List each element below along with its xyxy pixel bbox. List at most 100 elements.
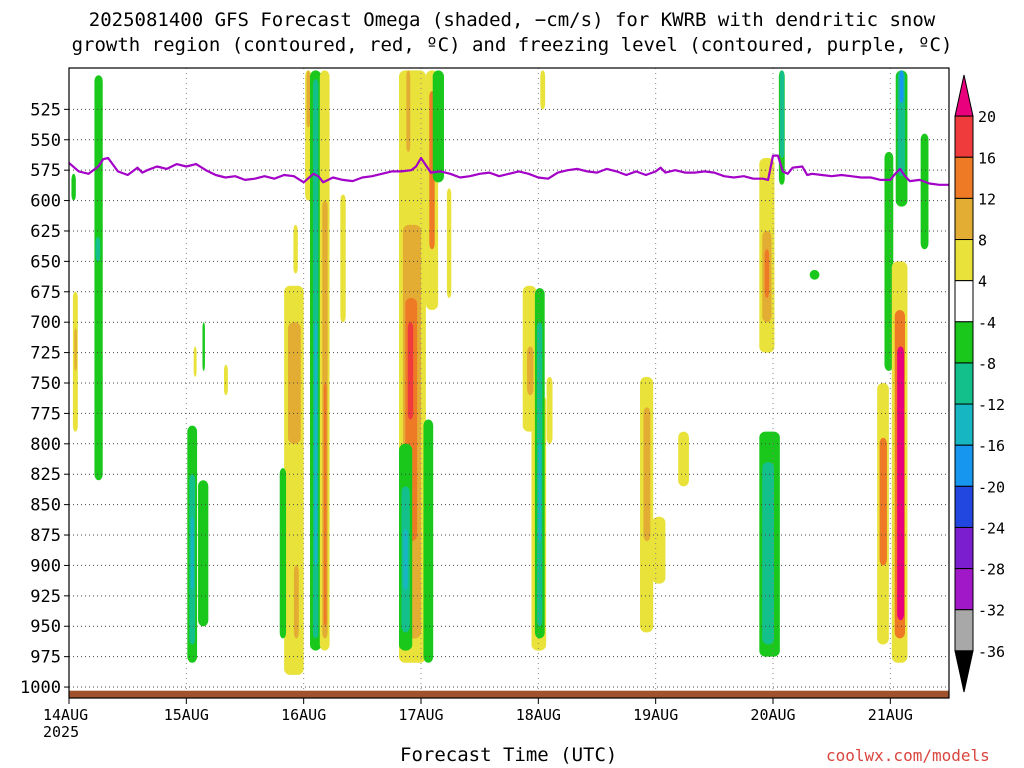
omega-cell [432,70,444,183]
colorbar-swatch [954,321,974,364]
colorbar-swatch [954,156,974,199]
x-tick-label: 18AUG [516,706,561,724]
x-tick-label: 14AUG [43,706,88,724]
colorbar-label: -28 [978,561,1005,579]
x-tick-label: 20AUG [750,706,795,724]
colorbar-label: -8 [978,355,996,373]
colorbar-label: -36 [978,643,1005,661]
omega-cell [198,480,209,627]
x-tick-label: 21AUG [868,706,913,724]
omega-cell [899,70,904,104]
y-tick-label: 800 [30,435,61,455]
freezing-level-layer [69,154,949,186]
omega-cell [202,322,205,371]
x-tick-label: 15AUG [164,706,209,724]
omega-cell [293,565,299,639]
omega-cell [340,194,346,323]
colorbar-swatch [954,609,974,652]
omega-cell [403,528,408,590]
omega-cell [762,462,774,645]
chart-title: 2025081400 GFS Forecast Omega (shaded, −… [0,8,1024,58]
y-tick-label: 925 [30,587,61,607]
omega-cell [527,346,534,396]
x-tick-year-label: 2025 [43,723,79,741]
colorbar-label: -32 [978,602,1005,620]
x-tick-label: 17AUG [398,706,443,724]
y-tick-label: 875 [30,526,61,546]
y-tick-label: 825 [30,465,61,485]
y-tick-label: 525 [30,100,61,120]
omega-cell [314,322,318,566]
y-tick-label: 950 [30,617,61,637]
colorbar-arrow-bottom [954,650,974,693]
colorbar-label: 4 [978,273,987,291]
colorbar-swatch [954,568,974,611]
colorbar-swatch [954,485,974,528]
x-tick-label: 16AUG [281,706,326,724]
colorbar-swatch [954,115,974,158]
y-tick-label: 600 [30,192,61,212]
grid-layer [68,68,949,698]
chart-title-line-1: 2025081400 GFS Forecast Omega (shaded, −… [88,9,936,31]
y-tick-label: 675 [30,283,61,303]
colorbar-arrow-top [954,74,974,117]
omega-cell [540,70,546,110]
y-tick-label: 1000 [20,678,61,698]
omega-cell [652,516,666,584]
omega-cell [809,269,820,280]
colorbar: 20 16 12 8 4 -4 -8 -12 -16 -20 -24 -28 -32 -36 [954,74,1005,693]
omega-cell [446,188,452,298]
omega-cell [71,173,76,201]
omega-cell [897,346,905,621]
y-tick-label: 900 [30,556,61,576]
colorbar-swatch [954,362,974,405]
colorbar-swatch [954,526,974,570]
omega-cell [920,133,929,250]
freezing-level-line [69,154,949,186]
colorbar-label: -4 [978,314,996,332]
x-axis-title: Forecast Time (UTC) [400,744,618,766]
omega-cell [538,443,542,542]
omega-cell [406,70,411,152]
omega-cell [546,376,553,444]
omega-cell [223,364,228,396]
y-tick-label: 700 [30,313,61,333]
colorbar-swatch [954,444,974,487]
terrain-layer [69,690,949,698]
colorbar-label: 16 [978,149,996,167]
omega-cell [306,70,311,128]
y-tick-label: 625 [30,222,61,242]
y-tick-label: 975 [30,648,61,668]
colorbar-label: 12 [978,190,996,208]
omega-cell [94,75,103,481]
y-tick-label: 550 [30,131,61,151]
omega-cell [407,322,414,420]
omega-cell [884,151,894,371]
omega-cell [293,224,298,274]
omega-cell [190,516,194,590]
y-tick-label: 575 [30,161,61,181]
colorbar-label: 20 [978,108,996,126]
colorbar-swatch [954,403,974,446]
colorbar-swatch [954,197,974,241]
omega-cell [423,419,434,663]
omega-cell [193,346,197,377]
colorbar-label: -24 [978,519,1005,537]
omega-cell [678,431,689,487]
colorbar-swatch [954,280,974,323]
omega-cell [764,249,770,298]
omega-cell [879,437,887,566]
credit-text: coolwx.com/models [826,746,990,765]
y-tick-label: 775 [30,404,61,424]
colorbar-label: -12 [978,396,1005,414]
y-tick-label: 725 [30,344,61,364]
colorbar-label: -20 [978,478,1005,496]
y-tick-label: 850 [30,496,61,516]
terrain-band [69,690,949,698]
y-tick-label: 650 [30,252,61,272]
omega-cell [279,468,287,639]
omega-cell [643,407,651,542]
chart-title-line-2: growth region (contoured, red, ºC) and f… [71,34,953,56]
